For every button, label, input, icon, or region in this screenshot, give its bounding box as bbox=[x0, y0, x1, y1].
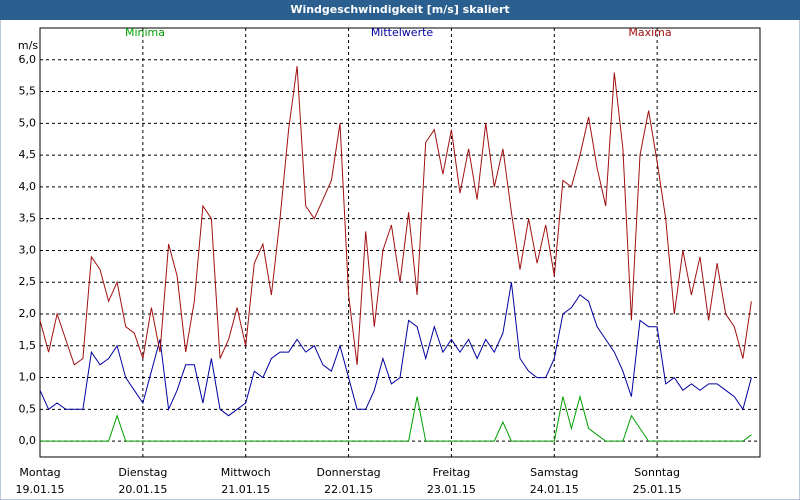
y-tick-label: 1,0 bbox=[19, 371, 37, 384]
y-tick-label: 3,0 bbox=[19, 243, 37, 256]
y-tick-label: 6,0 bbox=[19, 53, 37, 66]
x-tick-label: Sonntag bbox=[634, 466, 680, 479]
x-tick-date: 24.01.15 bbox=[530, 483, 579, 496]
y-tick-label: 0,0 bbox=[19, 434, 37, 447]
legend-label: Minima bbox=[125, 26, 165, 39]
plot-frame bbox=[39, 27, 761, 458]
y-tick-label: 5,5 bbox=[19, 85, 37, 98]
y-tick-label: 0,5 bbox=[19, 402, 37, 415]
series-line bbox=[39, 66, 752, 366]
y-tick-label: 2,0 bbox=[19, 307, 37, 320]
x-tick-label: Donnerstag bbox=[316, 466, 380, 479]
x-tick-label: Mittwoch bbox=[221, 466, 271, 479]
y-tick-label: 1,5 bbox=[19, 339, 37, 352]
y-tick-label: 4,5 bbox=[19, 148, 37, 161]
x-tick-date: 22.01.15 bbox=[324, 483, 373, 496]
x-tick-date: 25.01.15 bbox=[633, 483, 682, 496]
y-tick-label: 4,0 bbox=[19, 180, 37, 193]
series-line bbox=[40, 394, 752, 442]
y-tick-label: 2,5 bbox=[19, 275, 37, 288]
title-bar bbox=[0, 0, 800, 20]
x-tick-date: 21.01.15 bbox=[221, 483, 270, 496]
x-tick-date: 23.01.15 bbox=[427, 483, 476, 496]
x-tick-label: Freitag bbox=[433, 466, 471, 479]
legend-label: Maxima bbox=[628, 26, 671, 39]
chart-title: Windgeschwindigkeit [m/s] skaliert bbox=[290, 3, 509, 16]
x-tick-date: 19.01.15 bbox=[16, 483, 65, 496]
x-tick-date: 20.01.15 bbox=[118, 483, 167, 496]
x-tick-label: Dienstag bbox=[118, 466, 167, 479]
y-tick-label: 5,0 bbox=[19, 116, 37, 129]
y-axis-label: m/s bbox=[18, 39, 38, 52]
x-tick-label: Montag bbox=[19, 466, 60, 479]
legend-label: Mittelwerte bbox=[371, 26, 434, 39]
x-tick-label: Samstag bbox=[530, 466, 578, 479]
y-tick-label: 3,5 bbox=[19, 212, 37, 225]
